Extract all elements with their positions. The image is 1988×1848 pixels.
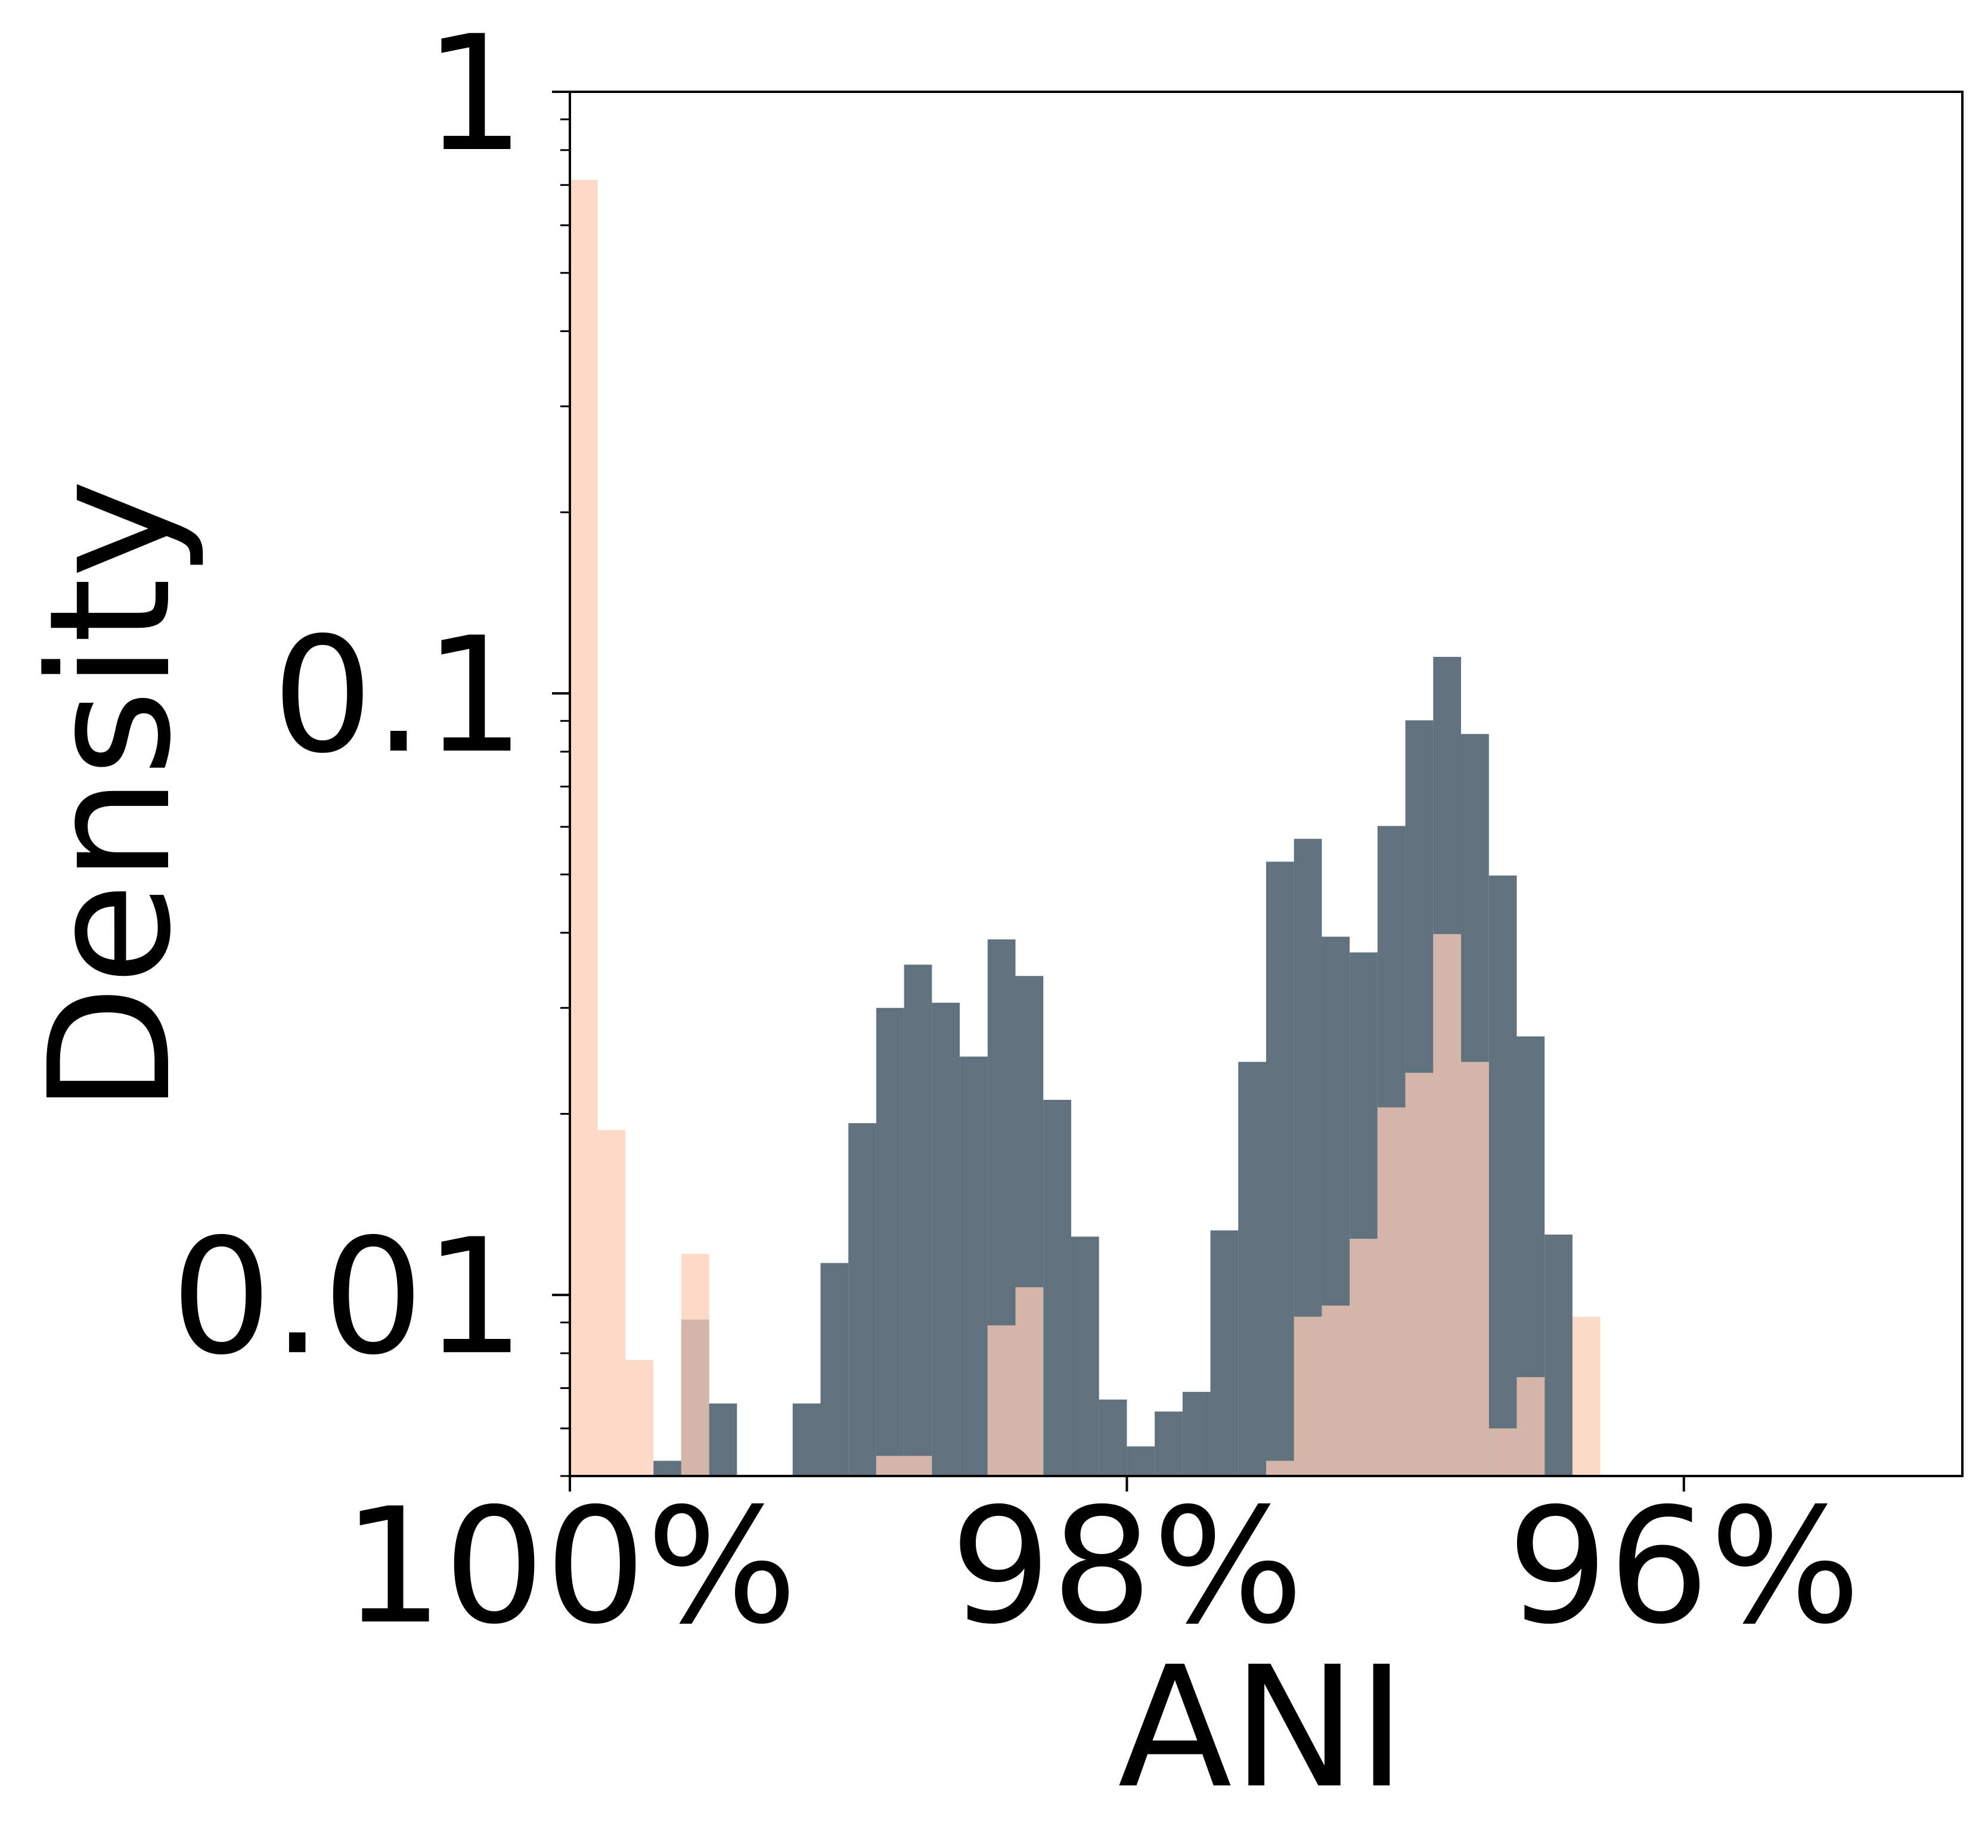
histogram-bar — [681, 1254, 709, 1476]
histogram-bar — [570, 179, 598, 1477]
histogram-bar — [1015, 1287, 1044, 1476]
histogram-bar — [1572, 1316, 1601, 1476]
y-axis-label: Density — [14, 479, 208, 1114]
histogram-bar — [653, 1461, 681, 1476]
histogram-bar — [960, 1056, 988, 1476]
histogram-bar — [1516, 1377, 1545, 1476]
y-tick-label: 0.01 — [171, 1204, 526, 1390]
histogram-bar — [1488, 1428, 1517, 1476]
plot-frame — [569, 91, 1964, 1477]
x-tick-label: 100% — [342, 1474, 797, 1659]
histogram-bar — [1266, 1461, 1294, 1476]
histogram-bar — [1433, 934, 1462, 1476]
histogram-bar — [1210, 1230, 1239, 1476]
y-tick-label: 1 — [424, 1, 525, 187]
histogram-bar — [597, 1130, 626, 1476]
x-tick-label: 96% — [1507, 1474, 1860, 1659]
histogram-bar — [987, 1325, 1016, 1476]
histogram-bar — [932, 1003, 960, 1476]
histogram-bar — [1155, 1411, 1183, 1476]
x-axis-label: ANI — [1118, 1631, 1406, 1825]
histogram-bar — [876, 1456, 904, 1476]
histogram-bar — [625, 1360, 654, 1476]
histogram-bar — [1043, 1099, 1071, 1476]
x-tick-label: 98% — [950, 1474, 1304, 1659]
histogram-bar — [1488, 875, 1517, 1476]
histogram-bar — [1322, 1306, 1350, 1476]
histogram-bar — [820, 1263, 849, 1476]
histogram-bar — [1127, 1446, 1155, 1476]
histogram-bar — [1071, 1236, 1099, 1476]
histogram-bar — [1405, 1072, 1434, 1476]
histogram-bar — [709, 1403, 737, 1476]
histogram-bar — [1350, 1238, 1378, 1476]
histogram-bar — [904, 965, 932, 1476]
histogram-bar — [1294, 1316, 1322, 1476]
histogram-bar — [1099, 1399, 1127, 1476]
histogram-bar — [1182, 1391, 1211, 1476]
histogram-bar — [1238, 1062, 1266, 1476]
histogram-bar — [1377, 1107, 1406, 1476]
histogram-bar — [1461, 1062, 1489, 1476]
histogram-bar — [876, 1007, 904, 1476]
histogram-bar — [792, 1403, 821, 1476]
histogram-bar — [904, 1456, 932, 1476]
histogram-bar — [1266, 861, 1294, 1476]
histogram-bar — [1545, 1234, 1573, 1476]
y-tick-label: 0.1 — [272, 603, 525, 788]
histogram-bar — [848, 1123, 876, 1476]
